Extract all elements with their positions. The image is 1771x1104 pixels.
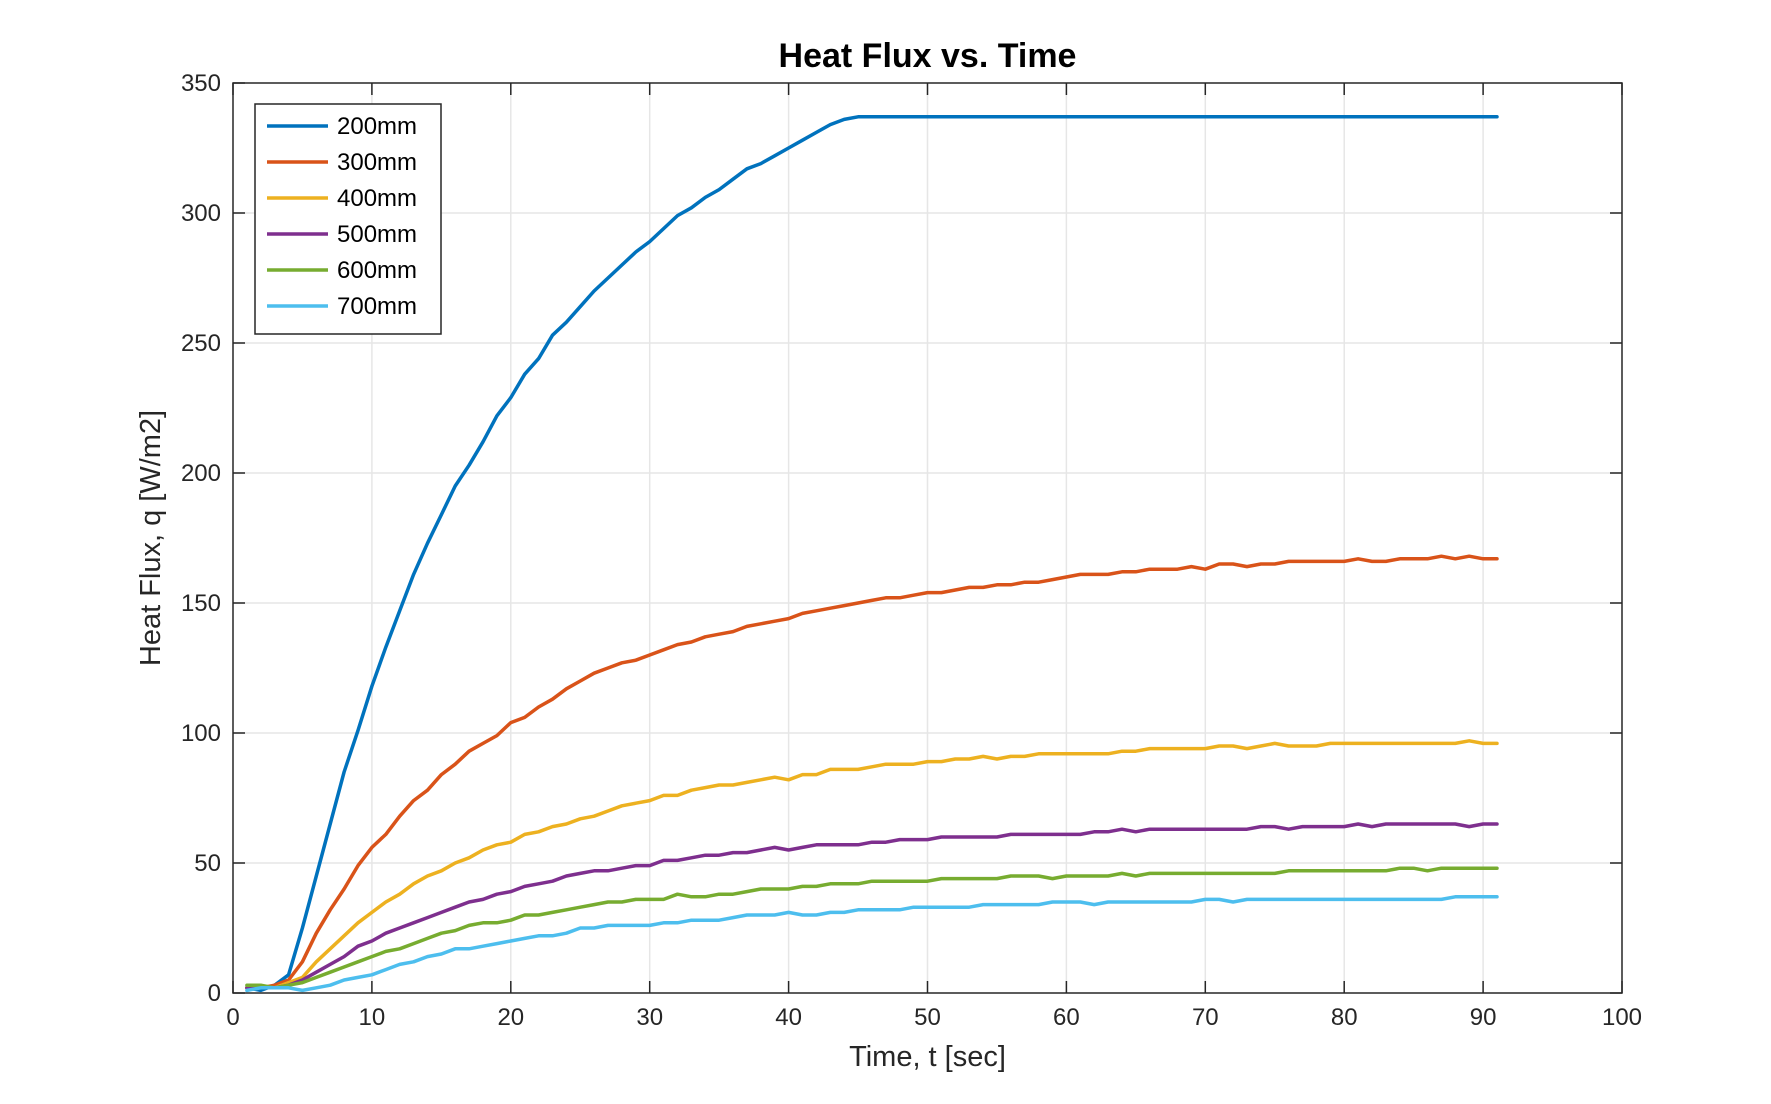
y-tick-label: 300	[181, 200, 221, 227]
y-tick-label: 0	[208, 980, 221, 1007]
x-tick-label: 80	[1331, 1004, 1358, 1031]
series-line-300mm	[245, 554, 1499, 990]
y-tick-label: 150	[181, 590, 221, 617]
legend-label: 400mm	[337, 185, 417, 212]
x-tick-label: 70	[1192, 1004, 1219, 1031]
axis-ticks	[232, 82, 1623, 994]
x-tick-label: 10	[359, 1004, 386, 1031]
legend-label: 700mm	[337, 293, 417, 320]
y-tick-label: 250	[181, 330, 221, 357]
series-line-600mm	[245, 866, 1499, 990]
legend-label: 300mm	[337, 149, 417, 176]
x-tick-label: 20	[497, 1004, 524, 1031]
x-tick-label: 90	[1470, 1004, 1497, 1031]
y-tick-label: 100	[181, 720, 221, 747]
y-tick-label: 350	[181, 70, 221, 97]
legend-label: 600mm	[337, 257, 417, 284]
x-tick-label: 40	[775, 1004, 802, 1031]
legend: 200mm 300mm 400mm 500mm 600mm 700mm	[254, 103, 442, 335]
series-line-700mm	[245, 895, 1499, 993]
x-axis-label: Time, t [sec]	[849, 1041, 1006, 1073]
x-tick-label: 50	[914, 1004, 941, 1031]
chart-title: Heat Flux vs. Time	[779, 37, 1077, 75]
x-tick-label: 30	[636, 1004, 663, 1031]
series-line-400mm	[245, 739, 1499, 990]
data-series	[245, 115, 1499, 993]
legend-box	[254, 103, 442, 335]
series-line-500mm	[245, 822, 1499, 990]
tick-labels: 0 10 20 30 40 50 60 70 80 90 100 0 50 100 150 200 250 300…	[181, 70, 1642, 1031]
x-tick-label: 60	[1053, 1004, 1080, 1031]
x-tick-label: 0	[226, 1004, 239, 1031]
y-tick-label: 50	[194, 850, 221, 877]
series-line-200mm	[245, 115, 1499, 993]
y-axis-label: Heat Flux, q [W/m2]	[135, 410, 167, 666]
y-tick-label: 200	[181, 460, 221, 487]
x-tick-label: 100	[1602, 1004, 1642, 1031]
legend-label: 500mm	[337, 221, 417, 248]
legend-label: 200mm	[337, 113, 417, 140]
